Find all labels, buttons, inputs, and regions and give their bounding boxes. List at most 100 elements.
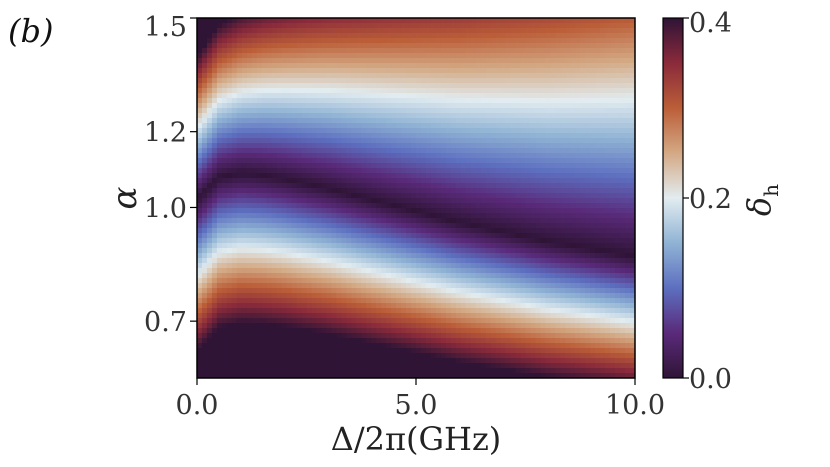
heatmap-cell xyxy=(316,373,323,378)
heatmap-cell xyxy=(216,148,223,154)
heatmap-cell xyxy=(425,218,432,224)
heatmap-cell xyxy=(450,193,457,199)
heatmap-cell xyxy=(361,218,367,224)
heatmap-cell xyxy=(460,258,467,264)
heatmap-cell xyxy=(356,93,362,99)
heatmap-cell xyxy=(271,253,278,259)
heatmap-cell xyxy=(231,218,238,224)
heatmap-cell xyxy=(420,158,427,164)
heatmap-cell xyxy=(515,318,522,324)
heatmap-cell xyxy=(416,333,422,339)
heatmap-cell xyxy=(226,278,233,284)
heatmap-cell xyxy=(430,288,437,294)
heatmap-cell xyxy=(366,98,372,104)
heatmap-cell xyxy=(510,58,517,64)
heatmap-cell xyxy=(261,363,268,369)
heatmap-cell xyxy=(291,83,298,89)
heatmap-cell xyxy=(261,168,268,174)
heatmap-cell xyxy=(336,78,342,84)
heatmap-cell xyxy=(301,63,308,69)
heatmap-cell xyxy=(276,308,283,314)
heatmap-cell xyxy=(316,203,323,209)
heatmap-cell xyxy=(485,258,492,264)
heatmap-cell xyxy=(351,338,357,344)
heatmap-cell xyxy=(525,43,532,49)
heatmap-cell xyxy=(256,158,263,164)
heatmap-cell xyxy=(440,198,447,204)
heatmap-cell xyxy=(326,128,332,134)
heatmap-cell xyxy=(520,183,527,189)
heatmap-cell xyxy=(495,38,502,44)
heatmap-cell xyxy=(391,223,397,229)
heatmap-cell xyxy=(520,223,527,229)
heatmap-cell xyxy=(331,368,337,374)
heatmap-cell xyxy=(271,368,278,374)
heatmap-cell xyxy=(341,353,347,359)
heatmap-cell xyxy=(251,128,258,134)
heatmap-cell xyxy=(391,48,397,54)
heatmap-cell xyxy=(465,148,472,154)
heatmap-cell xyxy=(381,23,387,29)
heatmap-cell xyxy=(430,43,437,49)
heatmap-cell xyxy=(396,188,402,194)
heatmap-cell xyxy=(246,123,253,129)
heatmap-cell xyxy=(241,53,248,59)
heatmap-cell xyxy=(480,248,487,254)
heatmap-cell xyxy=(216,113,223,119)
heatmap-cell xyxy=(480,138,487,144)
heatmap-cell xyxy=(296,198,303,204)
heatmap-cell xyxy=(430,333,437,339)
heatmap-cell xyxy=(206,263,213,269)
heatmap-cell xyxy=(231,293,238,299)
heatmap-cell xyxy=(321,153,328,159)
heatmap-cell xyxy=(425,153,432,159)
heatmap-cell xyxy=(331,18,337,24)
heatmap-cell xyxy=(311,93,318,99)
heatmap-cell xyxy=(455,373,462,378)
heatmap-cell xyxy=(475,298,482,304)
heatmap-cell xyxy=(450,18,457,24)
heatmap-cell xyxy=(306,348,313,354)
heatmap-cell xyxy=(261,78,268,84)
heatmap-cell xyxy=(530,123,537,129)
heatmap-cell xyxy=(386,308,392,314)
heatmap-cell xyxy=(251,358,258,364)
heatmap-cell xyxy=(216,128,223,134)
heatmap-cell xyxy=(450,133,457,139)
heatmap-cell xyxy=(420,238,427,244)
heatmap-cell xyxy=(276,208,283,214)
heatmap-cell xyxy=(321,318,328,324)
heatmap-cell xyxy=(371,283,377,289)
heatmap-cell xyxy=(515,88,522,94)
heatmap-cell xyxy=(346,28,352,34)
heatmap-cell xyxy=(271,318,278,324)
heatmap-cell xyxy=(286,293,293,299)
heatmap-cell xyxy=(231,103,238,109)
heatmap-cell xyxy=(361,168,367,174)
heatmap-cell xyxy=(515,163,522,169)
heatmap-cell xyxy=(326,213,332,219)
heatmap-cell xyxy=(311,363,318,369)
heatmap-cell xyxy=(251,288,258,294)
heatmap-cell xyxy=(470,188,477,194)
heatmap-cell xyxy=(216,183,223,189)
heatmap-cell xyxy=(520,133,527,139)
heatmap-cell xyxy=(271,33,278,39)
heatmap-cell xyxy=(381,258,387,264)
heatmap-cell xyxy=(216,23,223,29)
heatmap-cell xyxy=(535,238,542,244)
heatmap-cell xyxy=(246,228,253,234)
heatmap-cell xyxy=(396,248,402,254)
heatmap-cell xyxy=(425,328,432,334)
heatmap-cell xyxy=(331,158,337,164)
heatmap-cell xyxy=(266,328,273,334)
heatmap-cell xyxy=(286,298,293,304)
heatmap-cell xyxy=(430,58,437,64)
heatmap-cell xyxy=(396,163,402,169)
heatmap-cell xyxy=(535,298,542,304)
heatmap-cell xyxy=(271,138,278,144)
heatmap-cell xyxy=(241,288,248,294)
heatmap-cell xyxy=(366,208,372,214)
heatmap-cell xyxy=(201,128,208,134)
heatmap-cell xyxy=(276,48,283,54)
